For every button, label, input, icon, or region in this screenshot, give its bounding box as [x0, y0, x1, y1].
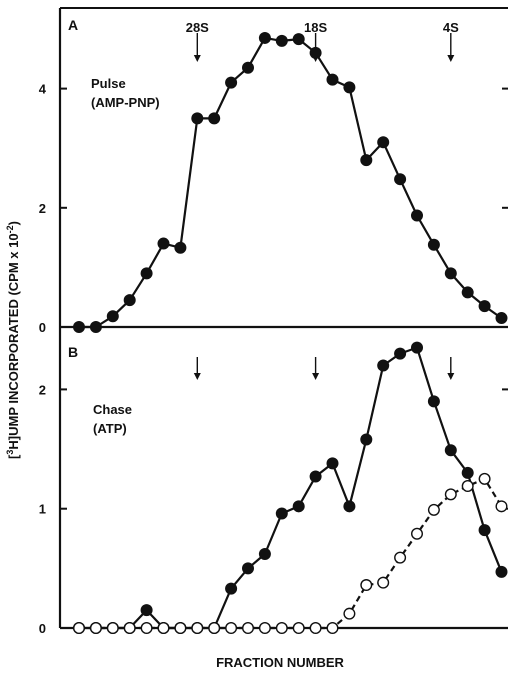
data-point-open — [106, 622, 119, 635]
data-point-filled — [394, 347, 407, 360]
y-axis-label: [3H]UMP INCORPORATED (CPM x 10-2) — [5, 221, 21, 459]
marker-label: 4S — [443, 20, 459, 35]
y-tick-label: 2 — [39, 382, 46, 397]
data-point-filled — [174, 241, 187, 254]
panel-annotation: Pulse — [91, 76, 126, 91]
data-point-open — [258, 622, 271, 635]
data-point-filled — [140, 604, 153, 617]
data-point-filled — [343, 500, 356, 513]
data-point-open — [191, 622, 204, 635]
marker-label: 18S — [304, 20, 327, 35]
data-point-open — [174, 622, 187, 635]
data-point-filled — [123, 294, 136, 307]
data-point-filled — [292, 33, 305, 46]
data-point-filled — [208, 112, 221, 125]
data-point-open — [309, 622, 322, 635]
data-point-filled — [225, 582, 238, 595]
series-line-dashed — [79, 477, 503, 630]
data-point-filled — [225, 76, 238, 89]
data-point-filled — [411, 209, 423, 222]
data-point-filled — [427, 395, 440, 408]
series-line — [79, 346, 503, 630]
data-point-filled — [461, 466, 474, 479]
data-point-open — [89, 622, 102, 635]
data-point-filled — [360, 154, 373, 167]
series-line — [79, 36, 503, 329]
data-point-filled — [343, 81, 356, 94]
panel-annotation-sub: (ATP) — [93, 421, 127, 436]
data-point-open — [411, 527, 424, 540]
data-point-filled — [258, 548, 271, 561]
y-tick-label: 1 — [39, 502, 46, 517]
data-point-filled — [242, 562, 254, 575]
panel-a: A 0 2 4 28S 18S 4S Pulse (AMP-PNP) — [39, 7, 508, 335]
data-point-open — [292, 622, 305, 635]
data-point-open — [241, 622, 254, 635]
data-point-open — [343, 607, 356, 620]
data-point-filled — [377, 359, 390, 372]
data-point-filled — [275, 507, 288, 520]
panel-annotation: Chase — [93, 402, 132, 417]
y-tick-label: 2 — [39, 201, 46, 216]
data-point-open — [444, 488, 457, 501]
data-point-open — [394, 551, 407, 564]
data-point-open — [427, 503, 440, 516]
data-point-open — [360, 579, 373, 592]
data-point-filled — [478, 300, 491, 313]
data-point-open — [140, 622, 153, 635]
y-tick-label: 0 — [39, 320, 46, 335]
data-point-filled — [495, 312, 508, 325]
data-point-filled — [461, 286, 474, 299]
data-point-filled — [258, 31, 271, 44]
data-point-filled — [242, 61, 254, 74]
data-point-filled — [275, 34, 288, 47]
data-point-filled — [444, 444, 457, 457]
y-tick-label: 4 — [39, 82, 47, 97]
data-point-open — [461, 480, 474, 493]
data-point-filled — [309, 470, 322, 483]
marker-arrowhead — [193, 373, 201, 380]
data-point-filled — [427, 238, 440, 251]
data-point-filled — [106, 310, 119, 323]
panel-letter: A — [68, 17, 78, 33]
data-point-filled — [157, 237, 170, 250]
panel-annotation-sub: (AMP-PNP) — [91, 95, 160, 110]
data-point-open — [72, 622, 85, 635]
marker-arrowhead — [447, 373, 455, 380]
data-point-open — [275, 622, 288, 635]
data-point-open — [377, 576, 390, 589]
data-point-filled — [394, 173, 407, 186]
data-point-filled — [326, 73, 339, 86]
panel-letter: B — [68, 344, 78, 360]
y-tick-label: 0 — [39, 621, 46, 636]
data-point-filled — [191, 112, 204, 125]
marker-arrowhead — [447, 55, 455, 62]
data-point-open — [495, 500, 508, 513]
marker-label: 28S — [186, 20, 209, 35]
data-point-filled — [292, 500, 305, 513]
data-point-filled — [309, 46, 322, 59]
data-point-filled — [360, 433, 373, 446]
data-point-filled — [140, 267, 153, 280]
data-point-open — [208, 622, 221, 635]
panel-b: B 0 1 2 Chase (ATP) — [39, 326, 508, 636]
data-point-open — [478, 472, 491, 485]
data-point-filled — [444, 267, 457, 280]
data-point-filled — [377, 136, 390, 149]
marker-arrowhead — [193, 55, 201, 62]
x-axis-label: FRACTION NUMBER — [216, 655, 344, 670]
marker-arrowhead — [312, 373, 320, 380]
data-point-filled — [411, 341, 423, 354]
data-point-open — [225, 622, 238, 635]
data-point-filled — [478, 524, 491, 537]
data-point-open — [326, 622, 339, 635]
data-point-filled — [326, 457, 339, 470]
data-point-filled — [495, 565, 508, 578]
data-point-open — [123, 622, 136, 635]
data-point-open — [157, 622, 170, 635]
